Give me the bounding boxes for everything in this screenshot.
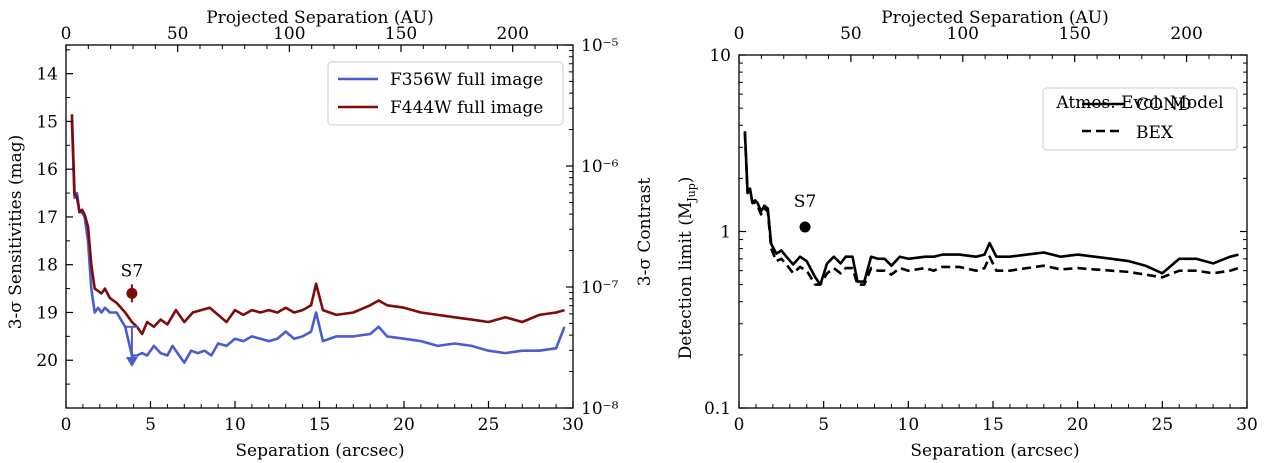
top-x-tick-label: 50 [167,24,189,44]
right-annotations: S7 [794,192,816,233]
right-legend: Atmos. Evol. Model COND BEX [1042,87,1238,151]
s7-marker [799,221,811,233]
series-line-f444w [70,114,565,336]
x-tick-label: 10 [898,415,920,435]
y-tick-label: 17 [36,208,58,228]
right-y-tick-label: 10⁻⁸ [581,399,619,419]
left-chart-panel: Projected Separation (AU) Separation (ar… [6,8,655,461]
right-series-lines [743,131,1239,286]
legend-label-bex: BEX [1136,123,1174,143]
y-tick-label: 18 [36,256,58,276]
right-ylabel-end: ) [676,177,696,184]
right-plot-frame [738,54,1248,409]
top-x-tick-label: 0 [734,24,745,44]
top-x-tick-label: 0 [61,24,72,44]
x-tick-label: 15 [982,415,1004,435]
s7-marker [126,287,138,299]
y-tick-label: 10 [709,46,731,66]
s7-label: S7 [794,192,816,212]
x-tick-label: 5 [145,415,156,435]
y-tick-label: 20 [36,351,58,371]
x-tick-label: 0 [734,415,745,435]
y-tick-label: 14 [36,65,58,85]
right-ylabel-sub: Jup [685,183,698,203]
left-axis-ticks: 0 5 10 15 20 25 30 0 50 100 150 200 14 15 16 17 18 19 20 10… [36,24,618,435]
top-x-tick-label: 200 [496,24,528,44]
y-tick-label: 0.1 [704,399,731,419]
legend-label-f356w: F356W full image [390,70,543,90]
left-annotations: S7 [121,261,143,368]
x-tick-label: 15 [309,415,331,435]
right-axis-ticks: 0 5 10 15 20 25 30 0 50 100 150 200 10 1 0.1 [704,24,1258,435]
top-x-tick-label: 100 [273,24,305,44]
x-tick-label: 30 [1236,415,1258,435]
left-ylabel: 3-σ Sensitivities (mag) [6,135,26,330]
left-xlabel: Separation (arcsec) [235,441,404,461]
left-top-xlabel: Projected Separation (AU) [206,8,434,28]
x-tick-label: 0 [61,415,72,435]
right-ylabel: Detection limit (MJup) [676,177,698,360]
x-tick-label: 20 [393,415,415,435]
right-legend-title: Atmos. Evol. Model [1055,93,1223,113]
x-tick-label: 20 [1067,415,1089,435]
left-plot-frame [65,44,574,409]
right-chart-panel: Projected Separation (AU) Separation (ar… [676,8,1258,461]
left-legend-box [327,61,564,126]
x-tick-label: 25 [1152,415,1174,435]
top-x-tick-label: 50 [840,24,862,44]
upper-limit-arrowhead [125,357,138,368]
right-y-tick-label: 10⁻⁵ [581,36,619,56]
x-tick-label: 5 [818,415,829,435]
right-top-xlabel: Projected Separation (AU) [881,8,1109,28]
left-legend: F356W full image F444W full image [327,61,564,126]
series-line-bex [743,133,1239,286]
y-tick-label: 16 [36,160,58,180]
right-y-tick-label: 10⁻⁶ [581,157,619,177]
top-x-tick-label: 150 [385,24,417,44]
top-x-tick-label: 200 [1170,24,1202,44]
y-tick-label: 1 [720,223,731,243]
x-tick-label: 30 [562,415,584,435]
left-right-ylabel: 3-σ Contrast [635,178,655,287]
legend-label-f444w: F444W full image [390,98,543,118]
top-x-tick-label: 150 [1058,24,1090,44]
y-tick-label: 19 [36,303,58,323]
x-tick-label: 25 [478,415,500,435]
left-series-lines [70,114,566,364]
right-xlabel: Separation (arcsec) [910,441,1079,461]
y-tick-label: 15 [36,112,58,132]
right-ylabel-main: Detection limit (M [676,202,696,360]
legend-label-cond: COND [1136,95,1191,115]
right-y-tick-label: 10⁻⁷ [581,278,619,298]
s7-label: S7 [121,261,143,281]
series-line-f356w [70,121,566,364]
top-x-tick-label: 100 [947,24,979,44]
x-tick-label: 10 [224,415,246,435]
